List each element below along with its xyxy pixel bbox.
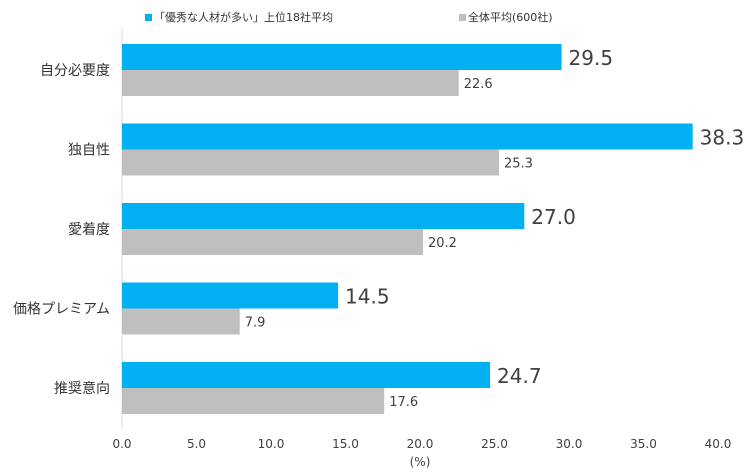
category-label: 愛着度 [68, 222, 110, 238]
x-tick-label: 5.0 [187, 437, 206, 451]
bar-overall [122, 149, 499, 176]
bar-top18 [122, 203, 525, 229]
x-axis-unit: (%) [410, 455, 431, 469]
legend-label-top18: 「優秀な人材が多い」上位18社平均 [154, 11, 333, 24]
x-tick-label: 20.0 [407, 437, 434, 451]
data-label-overall: 20.2 [428, 236, 457, 251]
data-label-top18: 24.7 [497, 364, 542, 388]
data-label-overall: 25.3 [504, 157, 533, 172]
category-label: 自分必要度 [40, 63, 110, 79]
legend-label-overall: 全体平均(600社) [468, 11, 553, 24]
bar-overall [122, 308, 240, 335]
data-label-top18: 38.3 [700, 126, 745, 150]
x-tick-label: 25.0 [481, 437, 508, 451]
bar-top18 [122, 282, 339, 309]
x-tick-label: 15.0 [332, 437, 359, 451]
category-label: 独自性 [68, 143, 110, 159]
data-label-overall: 22.6 [464, 77, 493, 92]
bar-overall [122, 229, 423, 255]
bar-top18 [122, 123, 693, 150]
legend-swatch-overall [459, 13, 466, 21]
x-tick-label: 30.0 [556, 437, 583, 451]
x-tick-label: 0.0 [112, 437, 131, 451]
bar-top18 [122, 44, 562, 70]
data-label-overall: 7.9 [245, 316, 266, 331]
data-label-top18: 14.5 [345, 285, 390, 309]
x-tick-label: 35.0 [630, 437, 657, 451]
x-tick-label: 40.0 [705, 437, 732, 451]
bar-overall [122, 388, 385, 414]
category-label: 推奨意向 [54, 380, 110, 397]
bar-overall [122, 70, 459, 96]
legend-item-top18: 「優秀な人材が多い」上位18社平均 [145, 9, 333, 25]
data-label-top18: 27.0 [531, 205, 576, 229]
legend: 「優秀な人材が多い」上位18社平均 全体平均(600社) [0, 9, 750, 27]
category-label: 価格プレミアム [13, 302, 110, 318]
data-label-overall: 17.6 [389, 395, 418, 410]
bar-top18 [122, 362, 491, 388]
legend-swatch-top18 [145, 13, 152, 21]
x-tick-label: 10.0 [258, 437, 285, 451]
legend-item-overall: 全体平均(600社) [459, 9, 553, 25]
data-label-top18: 29.5 [569, 46, 614, 70]
